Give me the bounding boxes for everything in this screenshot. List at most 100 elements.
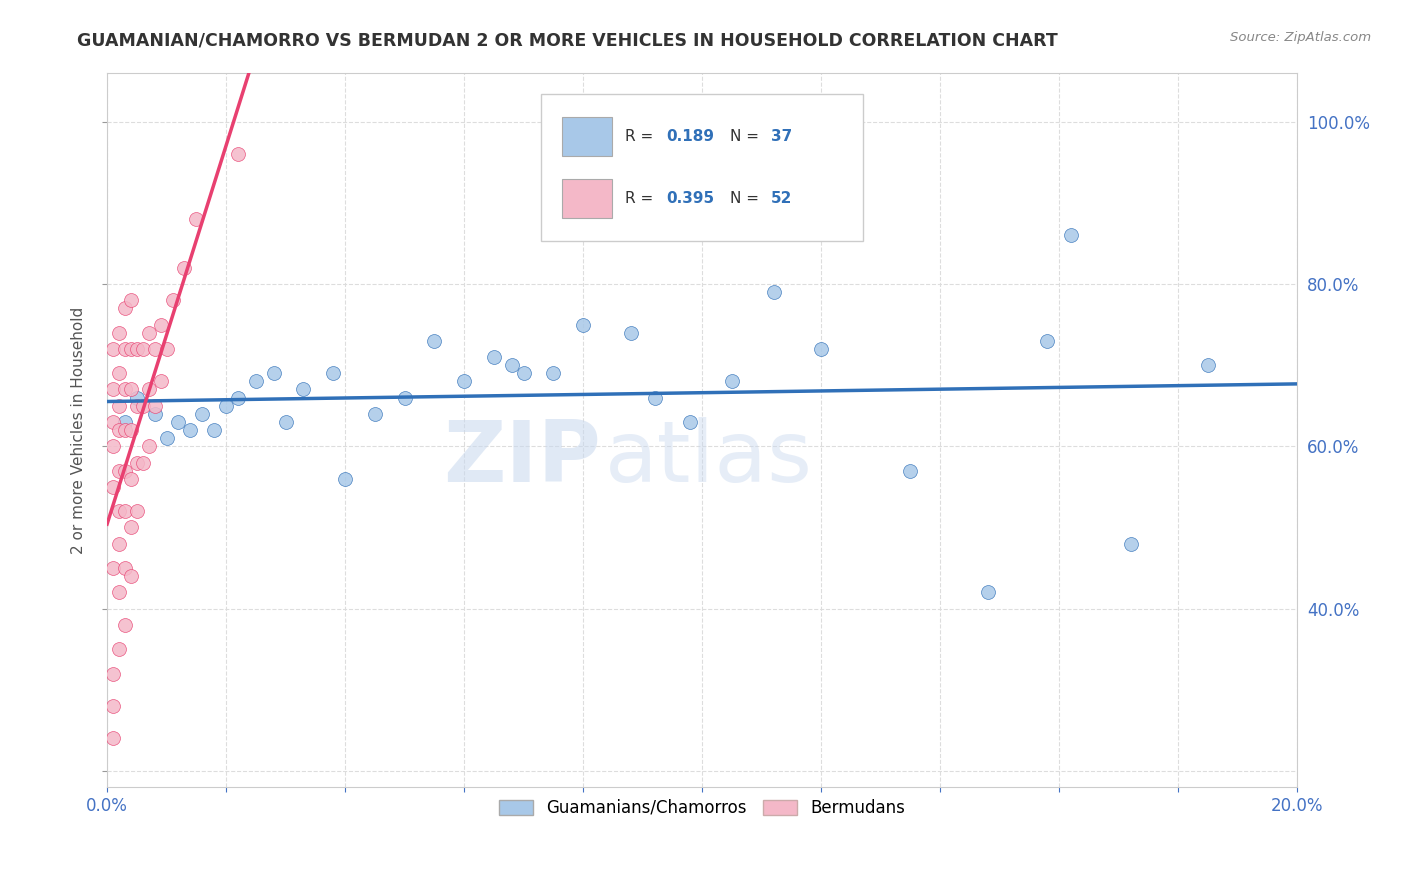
- Point: [1036, 334, 1059, 348]
- Text: R =: R =: [624, 191, 658, 206]
- Point: [132, 399, 155, 413]
- Text: 52: 52: [770, 191, 793, 206]
- Point: [226, 391, 249, 405]
- Point: [1197, 358, 1219, 372]
- Point: [149, 375, 172, 389]
- Point: [977, 585, 1000, 599]
- Point: [108, 504, 131, 518]
- Text: N =: N =: [730, 129, 763, 145]
- Point: [101, 342, 124, 356]
- Point: [101, 731, 124, 746]
- Point: [120, 472, 142, 486]
- Point: [120, 423, 142, 437]
- Point: [114, 301, 136, 316]
- Point: [900, 464, 922, 478]
- Point: [202, 423, 225, 437]
- Point: [322, 366, 344, 380]
- Point: [644, 391, 666, 405]
- Point: [364, 407, 387, 421]
- Point: [620, 326, 643, 340]
- Point: [762, 285, 785, 299]
- Point: [132, 456, 155, 470]
- Point: [572, 318, 595, 332]
- Point: [679, 415, 702, 429]
- Point: [120, 569, 142, 583]
- Text: ZIP: ZIP: [443, 417, 600, 500]
- Point: [108, 399, 131, 413]
- Point: [108, 366, 131, 380]
- Point: [191, 407, 214, 421]
- Point: [143, 342, 166, 356]
- Point: [143, 399, 166, 413]
- Point: [120, 342, 142, 356]
- Text: atlas: atlas: [605, 417, 813, 500]
- FancyBboxPatch shape: [562, 178, 612, 218]
- Point: [394, 391, 416, 405]
- Text: 37: 37: [770, 129, 793, 145]
- Point: [155, 431, 177, 445]
- Point: [101, 480, 124, 494]
- Text: 0.395: 0.395: [666, 191, 714, 206]
- Point: [125, 456, 148, 470]
- Point: [482, 350, 505, 364]
- Point: [245, 375, 267, 389]
- Point: [1060, 228, 1083, 243]
- Point: [138, 439, 160, 453]
- Point: [114, 464, 136, 478]
- Point: [333, 472, 356, 486]
- Point: [453, 375, 475, 389]
- Point: [125, 399, 148, 413]
- Point: [101, 698, 124, 713]
- Text: N =: N =: [730, 191, 763, 206]
- Point: [292, 383, 315, 397]
- FancyBboxPatch shape: [541, 95, 863, 241]
- Point: [1119, 537, 1142, 551]
- Point: [108, 326, 131, 340]
- Point: [114, 561, 136, 575]
- Point: [155, 342, 177, 356]
- Legend: Guamanians/Chamorros, Bermudans: Guamanians/Chamorros, Bermudans: [491, 790, 912, 825]
- Point: [101, 666, 124, 681]
- Point: [132, 342, 155, 356]
- Point: [101, 383, 124, 397]
- Point: [186, 212, 208, 227]
- Point: [108, 537, 131, 551]
- Point: [125, 342, 148, 356]
- Point: [120, 293, 142, 308]
- Point: [114, 423, 136, 437]
- Point: [108, 464, 131, 478]
- Point: [263, 366, 285, 380]
- Point: [108, 642, 131, 657]
- Point: [101, 415, 124, 429]
- Point: [810, 342, 832, 356]
- Text: Source: ZipAtlas.com: Source: ZipAtlas.com: [1230, 31, 1371, 45]
- Point: [501, 358, 523, 372]
- Point: [101, 439, 124, 453]
- Point: [108, 423, 131, 437]
- Point: [114, 415, 136, 429]
- Point: [125, 504, 148, 518]
- Point: [125, 391, 148, 405]
- FancyBboxPatch shape: [562, 118, 612, 156]
- Point: [114, 618, 136, 632]
- Point: [114, 383, 136, 397]
- Point: [114, 342, 136, 356]
- Point: [101, 561, 124, 575]
- Point: [162, 293, 184, 308]
- Point: [114, 504, 136, 518]
- Point: [120, 383, 142, 397]
- Text: GUAMANIAN/CHAMORRO VS BERMUDAN 2 OR MORE VEHICLES IN HOUSEHOLD CORRELATION CHART: GUAMANIAN/CHAMORRO VS BERMUDAN 2 OR MORE…: [77, 31, 1059, 49]
- Point: [167, 415, 190, 429]
- Point: [226, 147, 249, 161]
- Point: [215, 399, 238, 413]
- Point: [423, 334, 446, 348]
- Text: 0.189: 0.189: [666, 129, 714, 145]
- Point: [138, 383, 160, 397]
- Y-axis label: 2 or more Vehicles in Household: 2 or more Vehicles in Household: [72, 307, 86, 554]
- Point: [179, 423, 201, 437]
- Point: [512, 366, 534, 380]
- Point: [543, 366, 565, 380]
- Point: [173, 260, 195, 275]
- Point: [143, 407, 166, 421]
- Point: [108, 585, 131, 599]
